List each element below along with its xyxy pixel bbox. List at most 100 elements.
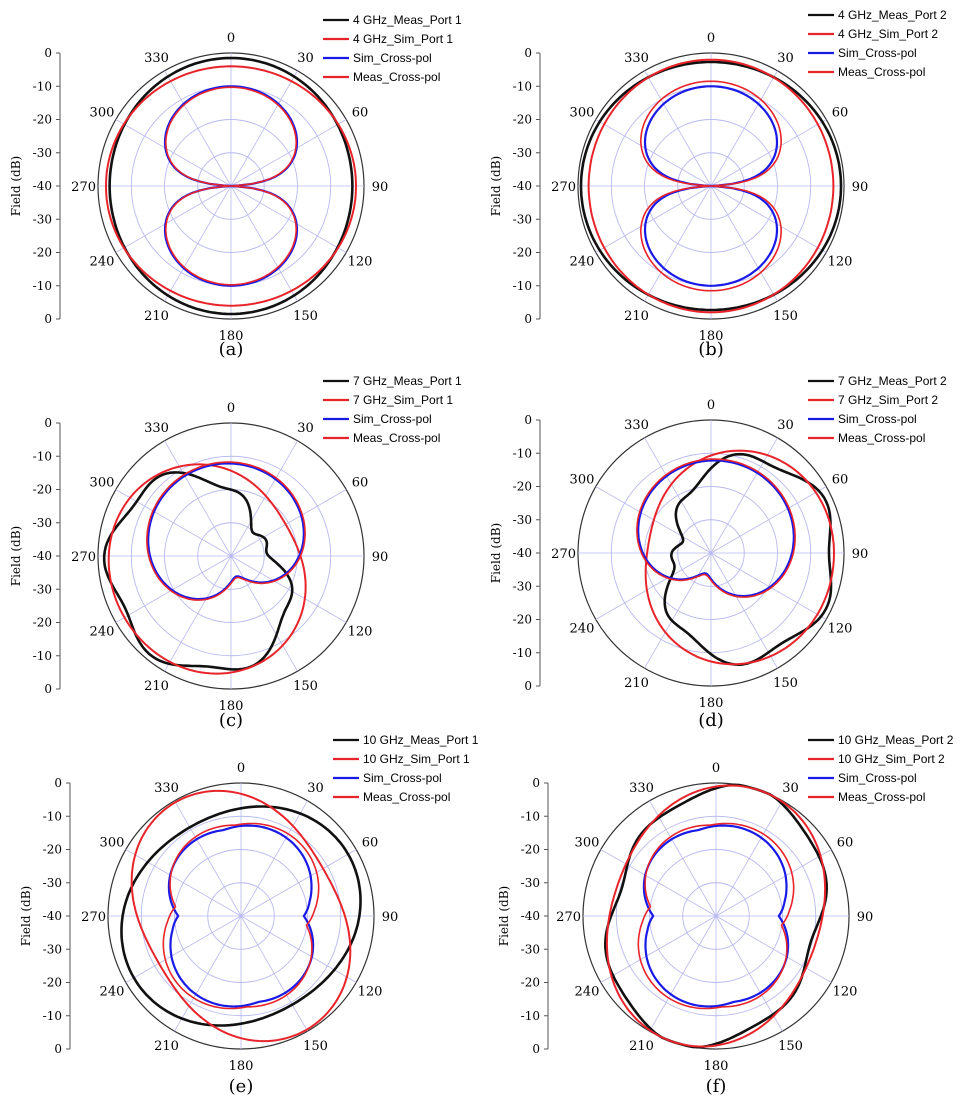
angle-label: 90: [857, 910, 874, 925]
grid-spoke: [649, 800, 717, 917]
angle-label: 180: [219, 329, 244, 344]
series-curve-4: [640, 80, 782, 292]
radial-tick-label: -10: [521, 1009, 540, 1023]
series-curve-2: [605, 784, 827, 1048]
series-curve-2: [107, 463, 307, 675]
series-curve-4: [146, 461, 306, 601]
legend-label: 7 GHz_Meas_Port 2: [838, 374, 947, 388]
legend-label: Sim_Cross-pol: [838, 771, 917, 785]
polar-panel-f: 0 30 60 90 120 150 180 210 240 270 300 330 0 -10 -20 -3…: [497, 733, 954, 1097]
legend-label: Meas_Cross-pol: [353, 431, 440, 445]
angle-label: 150: [773, 309, 798, 324]
grid-spoke: [715, 849, 832, 917]
angle-label: 150: [293, 309, 318, 324]
angle-label: 120: [358, 985, 383, 1000]
radial-tick-label: -10: [33, 279, 52, 293]
angle-label: 270: [71, 180, 96, 195]
angle-label: 30: [297, 421, 314, 436]
angle-label: 0: [227, 31, 235, 46]
series-curve-3: [147, 462, 305, 601]
grid-spoke: [164, 440, 232, 557]
series-curve-2: [587, 58, 835, 314]
grid-spoke: [230, 119, 347, 187]
angle-label: 0: [237, 761, 245, 776]
angle-label: 90: [852, 180, 869, 195]
legend-label: Sim_Cross-pol: [363, 771, 442, 785]
legend-label: Sim_Cross-pol: [838, 412, 917, 426]
radial-tick-label: -20: [521, 843, 540, 857]
radial-tick-label: -40: [521, 909, 540, 923]
angle-label: 90: [852, 547, 869, 562]
radial-tick-label: -20: [33, 113, 52, 127]
radial-tick-label: -30: [33, 516, 52, 530]
panel-caption: (c): [219, 710, 243, 731]
angle-label: 240: [90, 625, 115, 640]
legend-label: Meas_Cross-pol: [363, 790, 450, 804]
series-curve-1: [579, 60, 843, 312]
radial-tick-label: 0: [54, 1042, 62, 1056]
legend-label: 4 GHz_Meas_Port 2: [838, 8, 947, 22]
radial-tick-label: 0: [44, 312, 52, 326]
series-curve-1: [102, 471, 294, 671]
radial-tick-label: 0: [532, 776, 540, 790]
legend-label: Meas_Cross-pol: [838, 431, 925, 445]
legend-label: 4 GHz_Meas_Port 1: [353, 13, 462, 27]
angle-label: 30: [307, 781, 324, 796]
radial-tick-label: -10: [521, 809, 540, 823]
radial-tick-label: 0: [524, 413, 532, 427]
radial-tick-label: 0: [44, 46, 52, 60]
grid-spoke: [164, 555, 232, 672]
polar-panel-b: 0 30 60 90 120 150 180 210 240 270 300 330 0 -10 -20 -3…: [489, 8, 947, 360]
radial-tick-label: -40: [513, 179, 532, 193]
radial-tick-label: -40: [33, 549, 52, 563]
angle-label: 30: [777, 418, 794, 433]
panel-caption: (f): [706, 1076, 727, 1097]
radial-tick-label: -20: [513, 613, 532, 627]
angle-label: 90: [372, 550, 389, 565]
grid-spoke: [230, 440, 298, 557]
series-curve-3: [643, 85, 779, 287]
angle-label: 330: [629, 781, 654, 796]
angle-label: 60: [832, 106, 849, 121]
grid-spoke: [240, 800, 308, 917]
radial-tick-label: -20: [521, 976, 540, 990]
radial-tick-label: -20: [43, 976, 62, 990]
radial-tick-label: 0: [54, 776, 62, 790]
radial-tick-label: -30: [513, 212, 532, 226]
grid-spoke: [595, 552, 712, 620]
angle-label: 240: [575, 985, 600, 1000]
angle-label: 180: [704, 1059, 729, 1074]
grid-spoke: [710, 552, 827, 620]
y-axis-label: Field (dB): [489, 156, 503, 216]
legend-label: Sim_Cross-pol: [353, 51, 432, 65]
angle-label: 210: [144, 309, 169, 324]
angle-label: 120: [828, 622, 853, 637]
polar-panel-e: 0 30 60 90 120 150 180 210 240 270 300 330 0 -10 -20 -3…: [19, 733, 479, 1097]
radial-tick-label: -30: [33, 212, 52, 226]
angle-label: 240: [90, 255, 115, 270]
angle-label: 180: [699, 696, 724, 711]
angle-label: 330: [154, 781, 179, 796]
panel-caption: (e): [229, 1076, 254, 1097]
angle-label: 30: [777, 51, 794, 66]
angle-label: 300: [575, 836, 600, 851]
legend-label: 4 GHz_Sim_Port 1: [353, 32, 453, 46]
angle-label: 270: [71, 550, 96, 565]
angle-label: 300: [570, 473, 595, 488]
grid-spoke: [644, 185, 712, 302]
angle-label: 0: [712, 761, 720, 776]
grid-spoke: [125, 915, 242, 983]
grid-spoke: [115, 185, 232, 253]
series-curve-1: [604, 783, 828, 1049]
grid-spoke: [710, 486, 827, 554]
y-axis-label: Field (dB): [19, 886, 33, 946]
grid-spoke: [230, 185, 298, 302]
angle-label: 330: [144, 51, 169, 66]
grid-spoke: [230, 185, 347, 253]
grid-spoke: [595, 119, 712, 187]
angle-label: 30: [297, 51, 314, 66]
angle-label: 300: [100, 836, 125, 851]
angle-label: 300: [570, 106, 595, 121]
radial-tick-label: 0: [524, 312, 532, 326]
